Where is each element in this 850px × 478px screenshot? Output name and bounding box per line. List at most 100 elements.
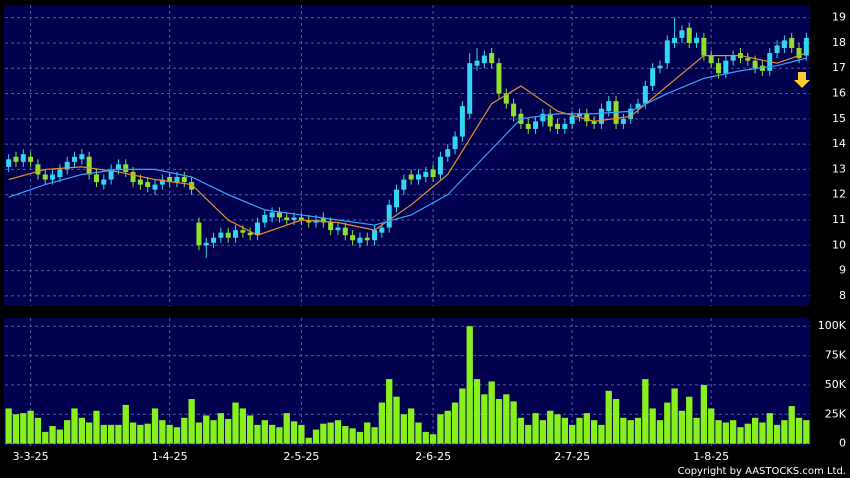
x-tick-label: 1-4-25 bbox=[152, 450, 188, 463]
candle-body bbox=[320, 217, 326, 223]
volume-bar bbox=[451, 402, 459, 444]
volume-bar bbox=[268, 424, 276, 444]
candle-body bbox=[598, 108, 604, 124]
candle-body bbox=[452, 136, 458, 150]
candle-body bbox=[781, 40, 787, 48]
volume-bar bbox=[539, 420, 547, 444]
candle-body bbox=[796, 48, 802, 59]
volume-bar bbox=[356, 431, 364, 444]
volume-bar bbox=[393, 396, 400, 444]
volume-bar bbox=[459, 388, 466, 444]
volume-bar bbox=[129, 422, 137, 444]
volume-bar bbox=[795, 417, 803, 444]
candle-body bbox=[467, 63, 473, 114]
candle-body bbox=[240, 230, 246, 233]
candle-body bbox=[803, 37, 809, 56]
candle-body bbox=[489, 53, 495, 64]
candle-body bbox=[50, 174, 56, 180]
candle-body bbox=[774, 45, 780, 54]
candle-body bbox=[533, 121, 539, 129]
volume-bar bbox=[34, 417, 42, 444]
candle-body bbox=[408, 174, 414, 180]
candle-body bbox=[474, 60, 480, 66]
candle-body bbox=[372, 230, 378, 241]
candle-body bbox=[708, 55, 714, 64]
y-tick-label: 13 bbox=[832, 162, 846, 175]
volume-bar bbox=[422, 431, 429, 444]
candle-body bbox=[254, 222, 260, 236]
volume-bar bbox=[415, 422, 422, 444]
candle-body bbox=[218, 232, 224, 238]
candle-body bbox=[342, 227, 348, 236]
volume-bar bbox=[554, 414, 561, 444]
volume-bar bbox=[93, 410, 100, 444]
candle-body bbox=[628, 108, 634, 119]
volume-bar bbox=[276, 427, 283, 444]
volume-bar bbox=[247, 415, 254, 444]
candle-body bbox=[386, 204, 392, 228]
candle-body bbox=[42, 174, 48, 180]
volume-bar bbox=[71, 408, 78, 444]
y-tick-label: 9 bbox=[839, 264, 846, 277]
candle-body bbox=[445, 149, 451, 157]
volume-bar bbox=[408, 408, 415, 444]
volume-bar bbox=[283, 413, 290, 444]
volume-bar bbox=[693, 417, 700, 444]
arrow-marker bbox=[794, 72, 810, 88]
candle-body bbox=[159, 179, 165, 185]
x-tick-label: 2-7-25 bbox=[554, 450, 590, 463]
candle-body bbox=[459, 106, 465, 137]
volume-bar bbox=[78, 417, 85, 444]
candle-body bbox=[789, 37, 795, 48]
volume-bar bbox=[547, 410, 554, 444]
moving-average-line bbox=[8, 52, 807, 236]
candle-body bbox=[211, 237, 217, 243]
volume-bar bbox=[5, 408, 12, 444]
candle-body bbox=[657, 65, 663, 69]
candle-body bbox=[350, 235, 356, 241]
candle-body bbox=[130, 171, 136, 183]
volume-bar bbox=[437, 414, 444, 444]
volume-bar bbox=[320, 423, 327, 444]
volume-bar bbox=[298, 424, 305, 444]
candle-body bbox=[664, 40, 670, 64]
candle-body bbox=[584, 113, 590, 122]
candle-body bbox=[262, 214, 268, 223]
volume-bar bbox=[400, 414, 407, 444]
volume-bar bbox=[751, 417, 759, 444]
candle-body bbox=[672, 37, 678, 43]
volume-bar bbox=[312, 429, 320, 444]
volume-bar bbox=[788, 406, 795, 444]
y-tick-label: 19 bbox=[832, 11, 846, 24]
volume-bar bbox=[159, 420, 166, 444]
volume-bar bbox=[27, 410, 34, 444]
volume-bar bbox=[203, 415, 210, 444]
candle-body bbox=[137, 179, 143, 185]
volume-bar bbox=[217, 413, 225, 444]
volume-bar bbox=[378, 402, 386, 444]
candle-body bbox=[723, 60, 729, 74]
volume-bar bbox=[151, 408, 159, 444]
volume-bar bbox=[766, 413, 773, 444]
candle-body bbox=[306, 220, 312, 223]
volume-bar bbox=[144, 423, 151, 444]
volume-bar bbox=[64, 420, 71, 444]
candle-body bbox=[203, 242, 209, 246]
candle-body bbox=[547, 113, 553, 127]
candle-body bbox=[620, 118, 626, 124]
candle-body bbox=[496, 63, 502, 94]
candle-body bbox=[79, 154, 85, 160]
candle-body bbox=[269, 212, 275, 218]
candle-body bbox=[196, 222, 202, 246]
candle-body bbox=[642, 85, 648, 104]
volume-bar bbox=[42, 431, 49, 444]
candle-body bbox=[745, 58, 751, 61]
candle-body bbox=[701, 37, 707, 56]
candle-body bbox=[415, 174, 421, 180]
candle-body bbox=[276, 212, 282, 218]
candle-body bbox=[328, 222, 334, 231]
candle-body bbox=[174, 177, 180, 183]
candle-body bbox=[115, 164, 121, 170]
volume-bar bbox=[605, 390, 612, 444]
